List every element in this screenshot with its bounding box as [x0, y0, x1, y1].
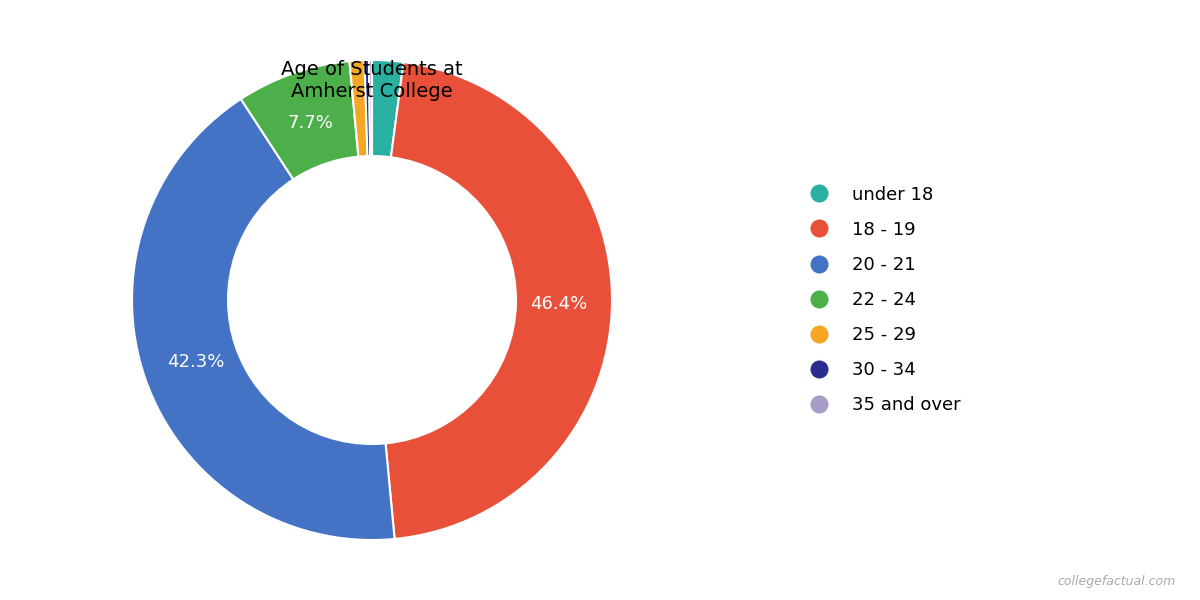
- Wedge shape: [365, 60, 370, 156]
- Text: 42.3%: 42.3%: [167, 353, 224, 371]
- Text: 7.7%: 7.7%: [287, 114, 334, 132]
- Text: collegefactual.com: collegefactual.com: [1057, 575, 1176, 588]
- Legend: under 18, 18 - 19, 20 - 21, 22 - 24, 25 - 29, 30 - 34, 35 and over: under 18, 18 - 19, 20 - 21, 22 - 24, 25 …: [802, 185, 960, 415]
- Text: 46.4%: 46.4%: [530, 295, 588, 313]
- Wedge shape: [372, 60, 403, 157]
- Wedge shape: [241, 61, 359, 179]
- Wedge shape: [349, 60, 367, 157]
- Wedge shape: [385, 62, 612, 539]
- Text: Age of Students at
Amherst College: Age of Students at Amherst College: [281, 60, 463, 101]
- Wedge shape: [132, 99, 395, 540]
- Wedge shape: [368, 60, 372, 156]
